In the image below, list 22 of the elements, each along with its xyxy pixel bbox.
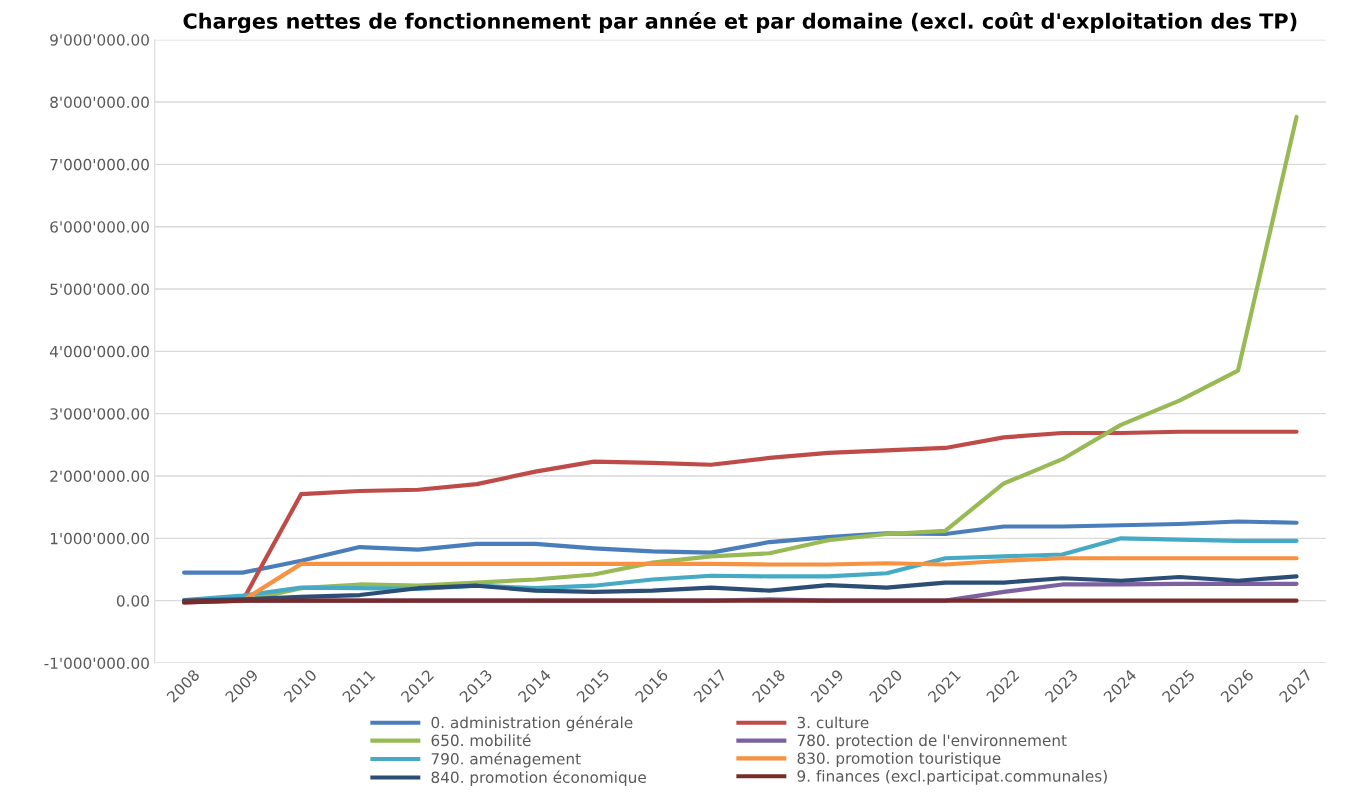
legend-label: 840. promotion économique xyxy=(431,770,646,786)
y-tick-label: -1'000'000.00 xyxy=(44,657,149,670)
chart-title: Charges nettes de fonctionnement par année et par domaine (excl. coût d'exploitation des TP) xyxy=(183,11,1297,34)
y-tick-label: 9'000'000.00 xyxy=(50,34,149,46)
y-tick-label: 5'000'000.00 xyxy=(50,283,149,296)
legend-label: 780. protection de l'environnement xyxy=(797,734,1067,750)
y-tick-label: 7'000'000.00 xyxy=(50,158,149,171)
legend-label: 790. aménagement xyxy=(431,752,581,768)
y-tick-label: 1'000'000.00 xyxy=(50,532,149,545)
legend-label: 9. finances (excl.participat.communales) xyxy=(797,769,1107,785)
legend-label: 3. culture xyxy=(797,716,869,729)
y-tick-label: 8'000'000.00 xyxy=(50,96,149,109)
y-tick-label: 4'000'000.00 xyxy=(49,345,149,358)
legend-label: 830. promotion touristique xyxy=(797,752,1001,767)
y-tick-label: 6'000'000.00 xyxy=(50,221,149,233)
legend-label: 0. administration générale xyxy=(431,715,633,732)
y-tick-label: 0.00 xyxy=(116,595,149,607)
y-tick-label: 2'000'000.00 xyxy=(50,470,149,483)
legend-label: 650. mobilité xyxy=(431,733,531,747)
y-tick-label: 3'000'000.00 xyxy=(50,408,149,420)
line-series xyxy=(181,519,1299,575)
line-series xyxy=(181,574,1299,603)
